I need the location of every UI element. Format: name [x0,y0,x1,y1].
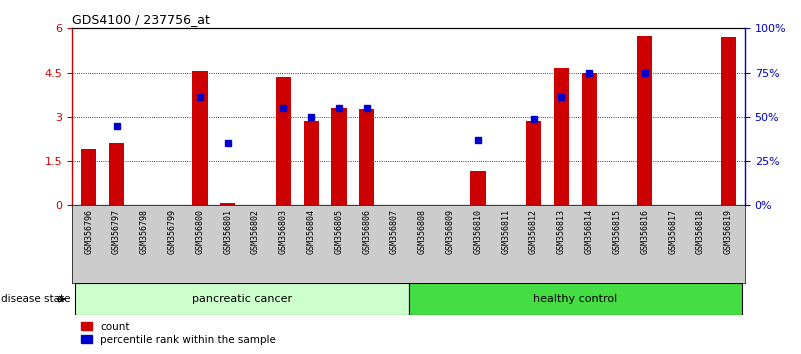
Bar [637,36,653,205]
Text: pancreatic cancer: pancreatic cancer [191,294,292,304]
Bar [220,203,235,205]
Bar [304,121,319,205]
Text: disease state: disease state [1,294,70,304]
Text: GSM356806: GSM356806 [362,209,372,254]
Text: GSM356810: GSM356810 [473,209,482,254]
Text: GSM356811: GSM356811 [501,209,510,254]
Text: GSM356798: GSM356798 [140,209,149,254]
Text: GSM356813: GSM356813 [557,209,566,254]
Text: GSM356805: GSM356805 [335,209,344,254]
Text: GSM356797: GSM356797 [112,209,121,254]
Bar [409,283,743,315]
Bar [721,37,736,205]
Bar [470,171,485,205]
Text: GSM356819: GSM356819 [724,209,733,254]
Text: GSM356817: GSM356817 [668,209,677,254]
Text: GSM356815: GSM356815 [613,209,622,254]
Text: GSM356799: GSM356799 [167,209,177,254]
Bar [74,283,409,315]
Text: GSM356801: GSM356801 [223,209,232,254]
Text: GSM356818: GSM356818 [696,209,705,254]
Text: GSM356802: GSM356802 [251,209,260,254]
Text: GSM356816: GSM356816 [640,209,650,254]
Text: GSM356807: GSM356807 [390,209,399,254]
Text: GSM356812: GSM356812 [529,209,538,254]
Text: GSM356796: GSM356796 [84,209,93,254]
Bar [81,149,96,205]
Legend: count, percentile rank within the sample: count, percentile rank within the sample [78,317,280,349]
Bar [553,68,569,205]
Bar [276,77,291,205]
Text: GDS4100 / 237756_at: GDS4100 / 237756_at [72,13,210,26]
Bar [192,71,207,205]
Bar [582,73,597,205]
Text: GSM356809: GSM356809 [445,209,455,254]
Bar [526,121,541,205]
Text: GSM356808: GSM356808 [418,209,427,254]
Text: GSM356803: GSM356803 [279,209,288,254]
Text: GSM356800: GSM356800 [195,209,204,254]
Bar [359,109,374,205]
Bar [109,143,124,205]
Text: GSM356804: GSM356804 [307,209,316,254]
Bar [332,108,347,205]
Text: healthy control: healthy control [533,294,618,304]
Text: GSM356814: GSM356814 [585,209,594,254]
